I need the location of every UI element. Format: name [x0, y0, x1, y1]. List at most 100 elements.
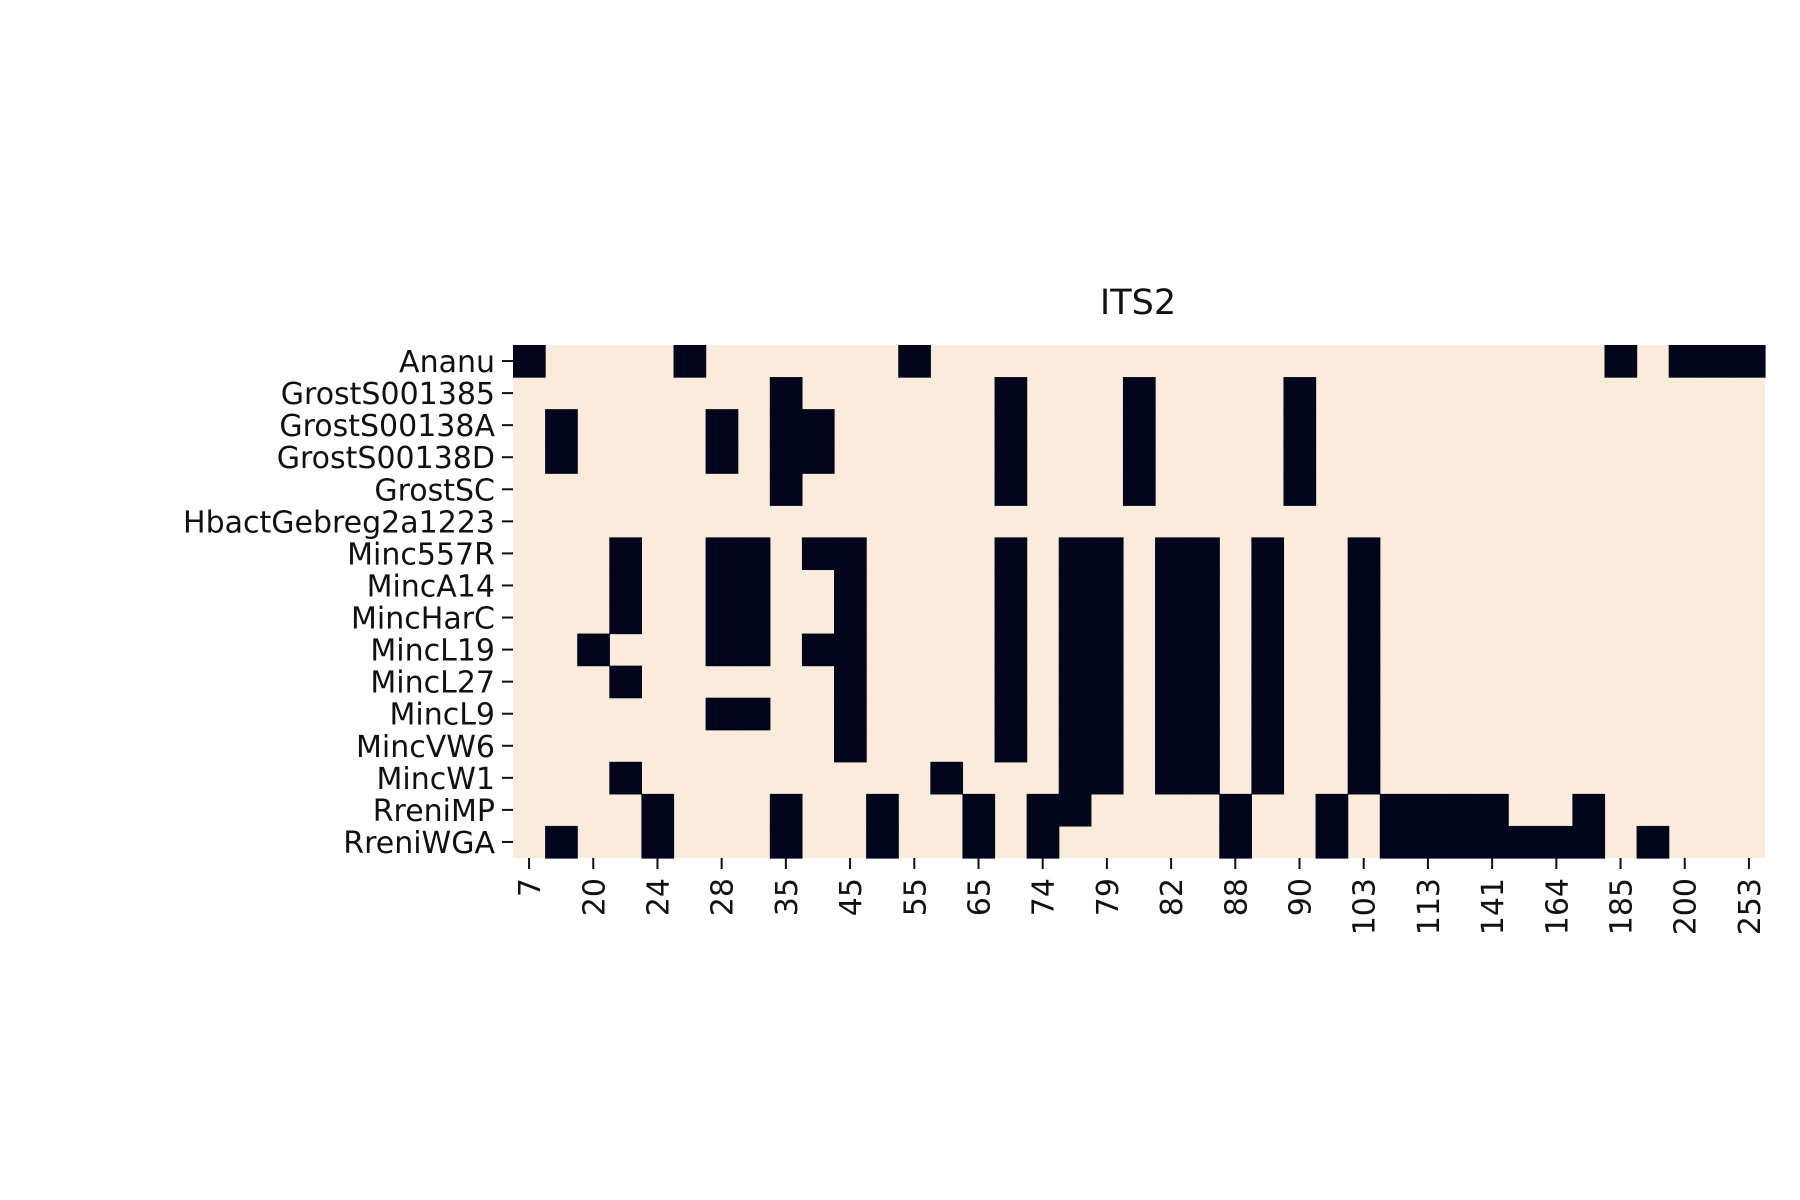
y-tick-label: GrostS00138A	[279, 409, 495, 444]
heatmap-cell	[801, 409, 835, 442]
y-tick-label: MincL19	[370, 634, 495, 669]
heatmap-cell	[1090, 761, 1124, 795]
heatmap-cell	[994, 665, 1028, 699]
heatmap-cell	[1379, 793, 1413, 827]
x-tick-label: 164	[1540, 878, 1575, 935]
heatmap-cell	[801, 441, 835, 474]
heatmap-cell	[834, 537, 867, 571]
heatmap-cell	[898, 345, 931, 378]
y-tick-label: RreniWGA	[343, 826, 495, 861]
heatmap-cell	[705, 569, 739, 603]
heatmap-cell	[994, 409, 1028, 442]
heatmap-cell	[1476, 793, 1509, 827]
heatmap-cell	[1700, 345, 1734, 378]
heatmap-cell	[834, 697, 867, 731]
heatmap-cell	[737, 537, 771, 571]
y-tick-label: Ananu	[399, 345, 495, 380]
heatmap-cell	[1187, 601, 1220, 635]
heatmap-cell	[1155, 665, 1188, 699]
heatmap-cell	[1347, 633, 1381, 667]
heatmap-cell	[866, 825, 899, 859]
heatmap-cell	[641, 825, 675, 859]
heatmap-cell	[1187, 697, 1220, 731]
y-tick-label: MincL27	[370, 666, 495, 701]
heatmap-cell	[1058, 633, 1092, 667]
heatmap-cell	[545, 825, 578, 859]
heatmap-cell	[1251, 633, 1285, 667]
heatmap-cell	[1122, 377, 1156, 410]
heatmap-cell	[1251, 665, 1285, 699]
heatmap-cell	[1251, 729, 1285, 763]
heatmap-cell	[609, 665, 643, 699]
heatmap-cell	[1251, 761, 1285, 795]
heatmap-cell	[1411, 825, 1445, 859]
heatmap-cell	[801, 633, 835, 667]
heatmap-cell	[1508, 825, 1541, 859]
heatmap-cell	[1058, 601, 1092, 635]
heatmap-cell	[1187, 729, 1220, 763]
heatmap-cell	[1187, 665, 1220, 699]
x-tick-label: 253	[1733, 878, 1768, 935]
heatmap-cell	[769, 793, 803, 827]
y-tick-label: MincL9	[389, 698, 495, 733]
x-tick-label: 103	[1348, 878, 1383, 935]
heatmap-cell	[1090, 601, 1124, 635]
heatmap-cell	[1090, 665, 1124, 699]
heatmap-cell	[577, 633, 610, 667]
y-tick-label: MincA14	[367, 569, 495, 604]
heatmap-cell	[1251, 537, 1285, 571]
heatmap-cell	[834, 729, 867, 763]
heatmap-cell	[1122, 441, 1156, 474]
heatmap-cells	[513, 345, 1766, 859]
heatmap-cell	[1155, 761, 1188, 795]
heatmap-cell	[1283, 473, 1317, 506]
x-tick-label: 45	[834, 878, 869, 916]
heatmap-cell	[1347, 537, 1381, 571]
y-tick-label: MincVW6	[356, 730, 495, 765]
heatmap-cell	[545, 409, 578, 442]
heatmap-cell	[1476, 825, 1509, 859]
x-tick-label: 82	[1155, 878, 1190, 916]
heatmap-cell	[1251, 697, 1285, 731]
heatmap-cell	[834, 601, 867, 635]
heatmap-cell	[737, 569, 771, 603]
x-tick-label: 7	[513, 878, 548, 897]
heatmap-cell	[1540, 825, 1573, 859]
heatmap-cell	[1604, 345, 1638, 378]
heatmap-cell	[1155, 569, 1188, 603]
heatmap-cell	[834, 569, 867, 603]
heatmap-cell	[1636, 825, 1670, 859]
heatmap-cell	[737, 601, 771, 635]
heatmap-cell	[1058, 569, 1092, 603]
x-tick-label: 200	[1669, 878, 1704, 935]
heatmap-cell	[1155, 697, 1188, 731]
heatmap-cell	[1443, 793, 1477, 827]
heatmap-cell	[1122, 473, 1156, 506]
heatmap-cell	[1283, 409, 1317, 442]
heatmap-cell	[1283, 377, 1317, 410]
heatmap-cell	[609, 601, 643, 635]
heatmap-cell	[1347, 697, 1381, 731]
heatmap-cell	[834, 665, 867, 699]
heatmap-cell	[1187, 761, 1220, 795]
heatmap-cell	[801, 537, 835, 571]
heatmap-cell	[834, 633, 867, 667]
x-tick-label: 65	[962, 878, 997, 916]
heatmap-cell	[1187, 537, 1220, 571]
heatmap-cell	[705, 633, 739, 667]
heatmap-cell	[1122, 409, 1156, 442]
y-tick-label: GrostS001385	[281, 377, 495, 412]
heatmap-cell	[1572, 793, 1606, 827]
x-tick-label: 79	[1091, 878, 1126, 916]
x-tick-label: 113	[1412, 878, 1447, 935]
x-tick-label: 88	[1219, 878, 1254, 916]
heatmap-cell	[705, 601, 739, 635]
heatmap-cell	[1058, 537, 1092, 571]
heatmap-cell	[994, 601, 1028, 635]
heatmap-cell	[994, 633, 1028, 667]
x-tick-label: 185	[1605, 878, 1640, 935]
heatmap-cell	[1347, 601, 1381, 635]
chart-title: ITS2	[1100, 283, 1176, 323]
heatmap-cell	[641, 793, 675, 827]
heatmap-cell	[545, 441, 578, 474]
